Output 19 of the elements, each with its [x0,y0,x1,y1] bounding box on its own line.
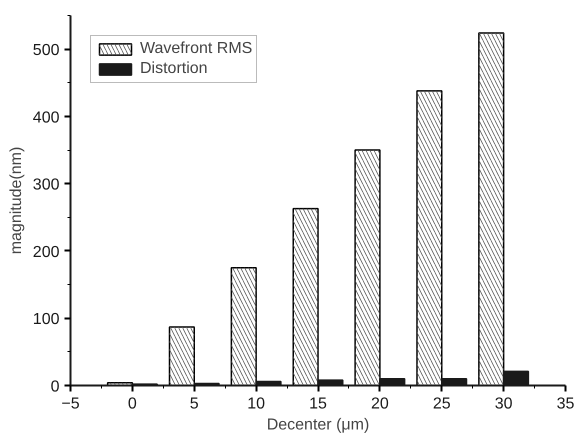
y-tick-label: 500 [32,42,60,60]
x-tick-label: 15 [309,396,327,412]
x-tick-label: 35 [556,396,574,412]
x-tick-label: 30 [494,396,513,412]
y-tick-label: 200 [32,244,60,261]
x-tick-label: 10 [247,396,266,412]
x-tick-label: −5 [61,396,80,412]
x-tick-label: 0 [128,396,137,412]
x-axis-title: Decenter (μm) [266,416,370,434]
x-tick-label: 25 [432,396,451,412]
x-tick-label: 5 [190,396,199,412]
y-tick-label: 0 [50,378,60,396]
y-axis-title: magnitude(nm) [8,146,25,254]
x-tick-label: 20 [370,396,389,412]
legend-label: Wavefront RMS [140,40,252,58]
y-tick-label: 300 [32,176,60,194]
legend-label: Distortion [140,60,208,78]
y-tick-label: 100 [32,311,60,328]
y-tick-label: 400 [32,109,60,126]
